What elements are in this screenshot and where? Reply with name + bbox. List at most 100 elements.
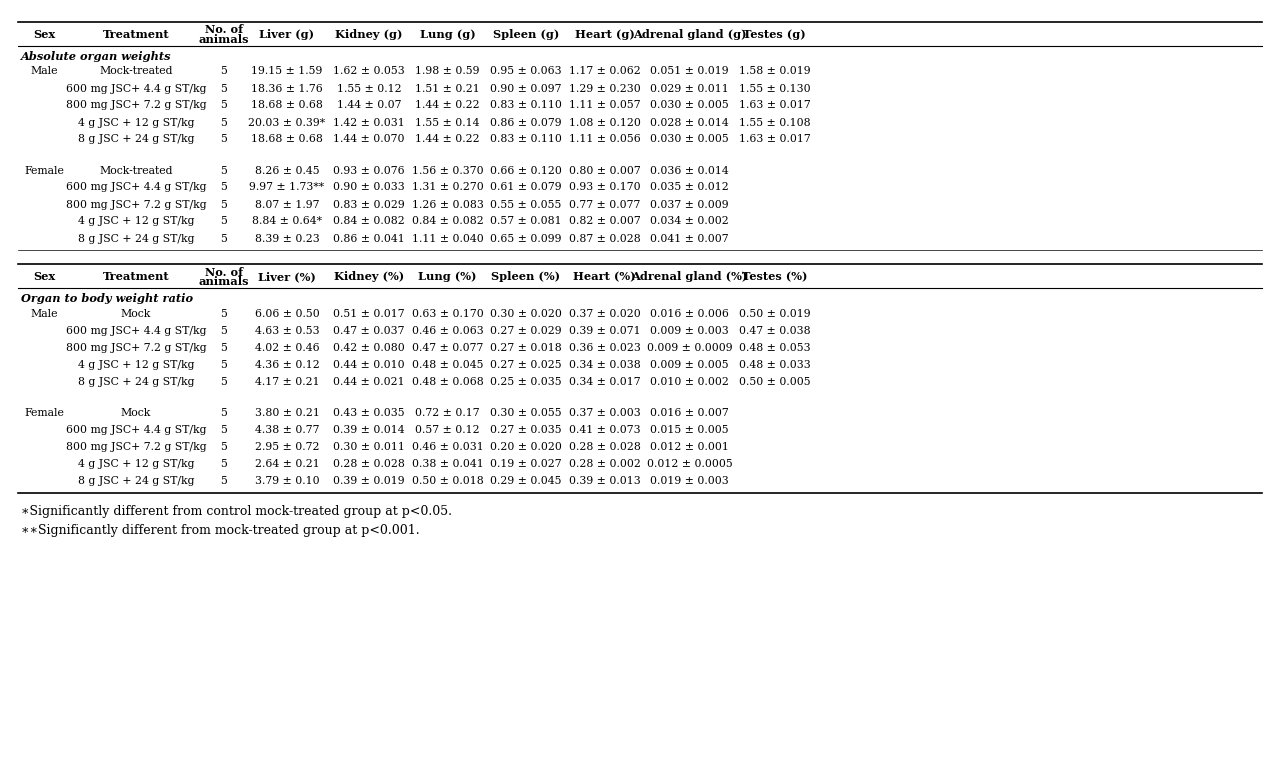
Text: 0.48 ± 0.053: 0.48 ± 0.053 <box>739 343 810 353</box>
Text: Female: Female <box>24 165 64 176</box>
Text: animals: animals <box>198 34 250 44</box>
Text: Kidney (%): Kidney (%) <box>334 271 404 282</box>
Text: 4 g JSC + 12 g ST/kg: 4 g JSC + 12 g ST/kg <box>78 217 195 226</box>
Text: 1.51 ± 0.21: 1.51 ± 0.21 <box>415 83 480 94</box>
Text: 0.83 ± 0.029: 0.83 ± 0.029 <box>333 200 404 210</box>
Text: Mock: Mock <box>120 309 151 319</box>
Text: 3.80 ± 0.21: 3.80 ± 0.21 <box>255 408 320 418</box>
Text: 0.25 ± 0.035: 0.25 ± 0.035 <box>490 377 562 387</box>
Text: 1.44 ± 0.07: 1.44 ± 0.07 <box>337 101 401 111</box>
Text: Absolute organ weights: Absolute organ weights <box>20 51 172 62</box>
Text: 8 g JSC + 24 g ST/kg: 8 g JSC + 24 g ST/kg <box>78 476 195 486</box>
Text: 0.28 ± 0.028: 0.28 ± 0.028 <box>568 442 640 452</box>
Text: 600 mg JSC+ 4.4 g ST/kg: 600 mg JSC+ 4.4 g ST/kg <box>65 326 206 336</box>
Text: 0.035 ± 0.012: 0.035 ± 0.012 <box>650 183 728 193</box>
Text: animals: animals <box>198 276 250 287</box>
Text: 0.90 ± 0.033: 0.90 ± 0.033 <box>333 183 404 193</box>
Text: 5: 5 <box>220 408 228 418</box>
Text: 20.03 ± 0.39*: 20.03 ± 0.39* <box>248 118 325 127</box>
Text: 1.62 ± 0.053: 1.62 ± 0.053 <box>333 66 404 76</box>
Text: 0.46 ± 0.031: 0.46 ± 0.031 <box>412 442 484 452</box>
Text: 0.51 ± 0.017: 0.51 ± 0.017 <box>333 309 404 319</box>
Text: 0.48 ± 0.045: 0.48 ± 0.045 <box>412 360 484 370</box>
Text: 0.30 ± 0.020: 0.30 ± 0.020 <box>490 309 562 319</box>
Text: 600 mg JSC+ 4.4 g ST/kg: 600 mg JSC+ 4.4 g ST/kg <box>65 425 206 435</box>
Text: 5: 5 <box>220 377 228 387</box>
Text: 1.55 ± 0.12: 1.55 ± 0.12 <box>337 83 402 94</box>
Text: Liver (g): Liver (g) <box>260 29 315 40</box>
Text: 1.08 ± 0.120: 1.08 ± 0.120 <box>568 118 640 127</box>
Text: Adrenal gland (%): Adrenal gland (%) <box>631 271 748 282</box>
Text: Male: Male <box>31 309 58 319</box>
Text: No. of: No. of <box>205 267 243 278</box>
Text: 0.46 ± 0.063: 0.46 ± 0.063 <box>412 326 484 336</box>
Text: 5: 5 <box>220 326 228 336</box>
Text: 4 g JSC + 12 g ST/kg: 4 g JSC + 12 g ST/kg <box>78 360 195 370</box>
Text: 0.012 ± 0.0005: 0.012 ± 0.0005 <box>646 459 732 469</box>
Text: 0.80 ± 0.007: 0.80 ± 0.007 <box>568 165 640 176</box>
Text: Sex: Sex <box>33 271 55 282</box>
Text: 1.11 ± 0.056: 1.11 ± 0.056 <box>568 134 640 144</box>
Text: 1.17 ± 0.062: 1.17 ± 0.062 <box>568 66 640 76</box>
Text: Lung (%): Lung (%) <box>419 271 476 282</box>
Text: 5: 5 <box>220 118 228 127</box>
Text: 0.051 ± 0.019: 0.051 ± 0.019 <box>650 66 728 76</box>
Text: 4.38 ± 0.77: 4.38 ± 0.77 <box>255 425 319 435</box>
Text: 0.44 ± 0.021: 0.44 ± 0.021 <box>333 377 404 387</box>
Text: 0.48 ± 0.068: 0.48 ± 0.068 <box>412 377 484 387</box>
Text: 800 mg JSC+ 7.2 g ST/kg: 800 mg JSC+ 7.2 g ST/kg <box>65 343 206 353</box>
Text: 5: 5 <box>220 83 228 94</box>
Text: 5: 5 <box>220 66 228 76</box>
Text: 5: 5 <box>220 343 228 353</box>
Text: 0.29 ± 0.045: 0.29 ± 0.045 <box>490 476 562 486</box>
Text: 5: 5 <box>220 134 228 144</box>
Text: 0.93 ± 0.076: 0.93 ± 0.076 <box>333 165 404 176</box>
Text: Female: Female <box>24 408 64 418</box>
Text: 5: 5 <box>220 183 228 193</box>
Text: Treatment: Treatment <box>102 29 169 40</box>
Text: 5: 5 <box>220 200 228 210</box>
Text: 0.34 ± 0.038: 0.34 ± 0.038 <box>568 360 640 370</box>
Text: 0.034 ± 0.002: 0.034 ± 0.002 <box>650 217 728 226</box>
Text: 0.77 ± 0.077: 0.77 ± 0.077 <box>568 200 640 210</box>
Text: 5: 5 <box>220 101 228 111</box>
Text: 5: 5 <box>220 442 228 452</box>
Text: 0.63 ± 0.170: 0.63 ± 0.170 <box>412 309 484 319</box>
Text: 0.012 ± 0.001: 0.012 ± 0.001 <box>650 442 728 452</box>
Text: 0.28 ± 0.028: 0.28 ± 0.028 <box>333 459 404 469</box>
Text: 0.016 ± 0.007: 0.016 ± 0.007 <box>650 408 728 418</box>
Text: Mock-treated: Mock-treated <box>100 66 173 76</box>
Text: Mock-treated: Mock-treated <box>100 165 173 176</box>
Text: 0.30 ± 0.011: 0.30 ± 0.011 <box>333 442 404 452</box>
Text: 0.34 ± 0.017: 0.34 ± 0.017 <box>568 377 640 387</box>
Text: 0.36 ± 0.023: 0.36 ± 0.023 <box>568 343 640 353</box>
Text: 1.98 ± 0.59: 1.98 ± 0.59 <box>415 66 480 76</box>
Text: 0.72 ± 0.17: 0.72 ± 0.17 <box>415 408 480 418</box>
Text: 8.26 ± 0.45: 8.26 ± 0.45 <box>255 165 319 176</box>
Text: 2.95 ± 0.72: 2.95 ± 0.72 <box>255 442 319 452</box>
Text: 0.57 ± 0.081: 0.57 ± 0.081 <box>490 217 562 226</box>
Text: 800 mg JSC+ 7.2 g ST/kg: 800 mg JSC+ 7.2 g ST/kg <box>65 101 206 111</box>
Text: 4.36 ± 0.12: 4.36 ± 0.12 <box>255 360 320 370</box>
Text: No. of: No. of <box>205 24 243 35</box>
Text: 5: 5 <box>220 476 228 486</box>
Text: 1.31 ± 0.270: 1.31 ± 0.270 <box>412 183 484 193</box>
Text: 5: 5 <box>220 425 228 435</box>
Text: 5: 5 <box>220 217 228 226</box>
Text: 4 g JSC + 12 g ST/kg: 4 g JSC + 12 g ST/kg <box>78 118 195 127</box>
Text: Lung (g): Lung (g) <box>420 29 475 40</box>
Text: Treatment: Treatment <box>102 271 169 282</box>
Text: 0.27 ± 0.029: 0.27 ± 0.029 <box>490 326 562 336</box>
Text: 0.37 ± 0.003: 0.37 ± 0.003 <box>568 408 640 418</box>
Text: 0.84 ± 0.082: 0.84 ± 0.082 <box>412 217 484 226</box>
Text: 0.27 ± 0.018: 0.27 ± 0.018 <box>490 343 562 353</box>
Text: 0.66 ± 0.120: 0.66 ± 0.120 <box>490 165 562 176</box>
Text: 0.029 ± 0.011: 0.029 ± 0.011 <box>650 83 728 94</box>
Text: 4 g JSC + 12 g ST/kg: 4 g JSC + 12 g ST/kg <box>78 459 195 469</box>
Text: 1.58 ± 0.019: 1.58 ± 0.019 <box>739 66 810 76</box>
Text: 0.41 ± 0.073: 0.41 ± 0.073 <box>568 425 640 435</box>
Text: 1.11 ± 0.040: 1.11 ± 0.040 <box>412 233 484 243</box>
Text: ∗∗Significantly different from mock-treated group at p<0.001.: ∗∗Significantly different from mock-trea… <box>20 523 420 537</box>
Text: 1.26 ± 0.083: 1.26 ± 0.083 <box>412 200 484 210</box>
Text: 0.83 ± 0.110: 0.83 ± 0.110 <box>490 101 562 111</box>
